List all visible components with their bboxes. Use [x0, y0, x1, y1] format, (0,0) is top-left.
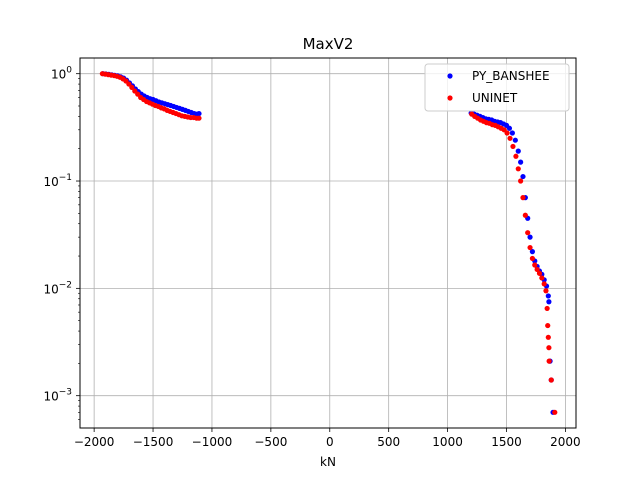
data-point-uninet	[518, 178, 524, 184]
x-axis-label: kN	[320, 455, 336, 469]
data-point-uninet	[126, 81, 132, 87]
x-tick-label: −1500	[133, 435, 174, 449]
data-point-py-banshee	[546, 299, 552, 305]
data-point-uninet	[196, 115, 202, 121]
data-point-uninet	[529, 255, 536, 262]
x-tick-label: −1000	[192, 435, 233, 449]
data-point-uninet	[545, 322, 551, 329]
data-point-py-banshee	[520, 173, 526, 180]
data-point-py-banshee	[515, 148, 521, 154]
x-tick-label: 1500	[491, 435, 522, 449]
plot-points	[99, 71, 558, 415]
legend-marker-uninet	[447, 95, 453, 101]
y-tick-label: 100	[51, 66, 72, 82]
legend: PY_BANSHEE UNINET	[424, 63, 570, 112]
data-point-uninet	[522, 212, 528, 218]
y-tick-label: 10−2	[43, 280, 72, 296]
data-point-uninet	[546, 345, 552, 351]
legend-marker-py-banshee	[447, 73, 453, 79]
axes-frame	[79, 57, 577, 429]
data-point-uninet	[539, 275, 545, 281]
data-point-uninet	[546, 358, 552, 364]
x-tick-label: 500	[377, 435, 400, 449]
legend-label-py-banshee: PY_BANSHEE	[472, 69, 550, 83]
data-point-py-banshee	[545, 293, 551, 299]
data-point-uninet	[520, 195, 526, 201]
y-tick-label: 10−1	[43, 173, 72, 189]
data-point-uninet	[534, 266, 540, 273]
data-point-uninet	[510, 143, 516, 150]
data-point-uninet	[129, 84, 135, 91]
data-point-uninet	[548, 377, 554, 383]
legend-box	[424, 63, 570, 112]
data-point-py-banshee	[196, 110, 202, 117]
data-point-uninet	[527, 244, 533, 251]
data-point-py-banshee	[529, 249, 536, 255]
data-point-py-banshee	[527, 234, 533, 240]
data-point-uninet	[543, 288, 549, 294]
x-tick-label: 1000	[432, 435, 463, 449]
x-tick-label: −500	[254, 435, 287, 449]
data-point-uninet	[532, 262, 538, 268]
data-point-uninet	[541, 281, 547, 287]
grid	[80, 58, 576, 428]
data-point-py-banshee	[518, 159, 524, 165]
data-point-uninet	[544, 305, 550, 312]
x-tick-label: −2000	[74, 435, 115, 449]
data-point-uninet	[507, 135, 513, 141]
data-point-uninet	[525, 230, 531, 236]
data-point-uninet	[135, 91, 141, 97]
data-point-uninet	[552, 409, 558, 415]
data-point-uninet	[536, 270, 543, 276]
axis-ticks: −2000 −1500 −1000 −500 0 500 1000 1500 2000 10−3 1…	[43, 66, 580, 449]
x-tick-label: 2000	[550, 435, 581, 449]
data-point-uninet	[515, 166, 521, 172]
data-point-py-banshee	[506, 125, 513, 131]
x-tick-label: 0	[326, 435, 334, 449]
legend-label-uninet: UNINET	[472, 91, 518, 105]
y-tick-label: 10−3	[43, 388, 72, 404]
data-point-uninet	[513, 153, 519, 159]
data-point-py-banshee	[512, 137, 518, 143]
data-point-uninet	[545, 334, 551, 340]
chart-title: MaxV2	[303, 35, 354, 53]
data-point-py-banshee	[509, 130, 515, 136]
data-point-uninet	[504, 130, 510, 136]
